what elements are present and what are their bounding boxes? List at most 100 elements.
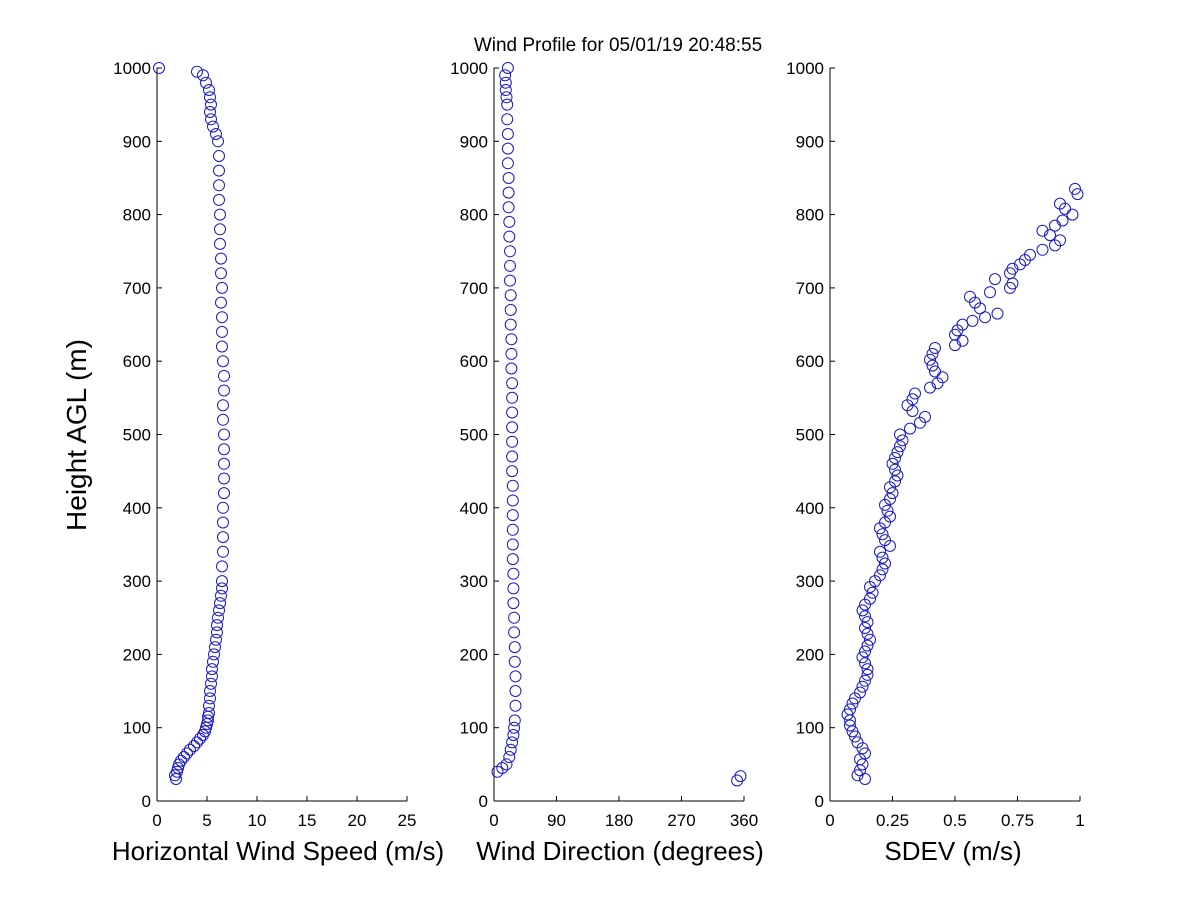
sdev-data-point: [861, 639, 874, 652]
sdev-data-point: [879, 557, 891, 570]
wind-speed-y-tick-label: 100: [123, 719, 151, 738]
sdev-data-point: [926, 359, 939, 372]
wind-direction-y-tick-label: 800: [460, 206, 488, 225]
sdev-data-point: [864, 633, 876, 646]
wind-speed-data-point: [212, 611, 224, 624]
wind-speed-data-point: [209, 641, 221, 654]
wind-speed-data-point: [206, 663, 218, 676]
wind-direction-data-point: [508, 626, 521, 639]
wind-direction-data-point: [507, 582, 520, 595]
wind-direction-x-axis-label: Wind Direction (degrees): [476, 836, 764, 866]
wind-speed-data-point: [211, 619, 223, 632]
wind-speed-data-point: [204, 685, 216, 697]
sdev-data-point: [859, 645, 871, 658]
sdev-data-point: [924, 353, 936, 366]
sdev-data-point: [861, 616, 874, 629]
sdev-data-point: [1036, 224, 1049, 237]
sdev-data-point: [859, 610, 871, 623]
sdev-data-point: [876, 551, 889, 564]
wind-speed-data-point: [218, 369, 230, 382]
wind-direction-data-point: [506, 494, 519, 507]
wind-speed-data-point: [217, 501, 229, 514]
sdev-y-tick-label: 500: [796, 426, 824, 445]
wind-speed-data-point: [215, 267, 227, 280]
wind-speed-data-point: [202, 714, 214, 727]
wind-speed-x-tick-label: 5: [202, 811, 211, 830]
sdev-x-tick-label: 0.5: [943, 811, 967, 830]
sdev-data-point: [866, 586, 879, 599]
sdev-data-point: [929, 365, 941, 378]
panel-sdev: 0 100 200 300 400 500 600 700 800 900 1000 0 0.25 0.5…: [786, 59, 1085, 866]
wind-speed-data-point: [215, 252, 227, 265]
wind-direction-data-point: [504, 318, 517, 331]
wind-speed-data-point: [210, 128, 222, 140]
sdev-y-tick-label: 1000: [786, 59, 824, 78]
wind-speed-data-point: [216, 281, 228, 294]
sdev-data-point: [984, 286, 996, 299]
wind-speed-data-point: [197, 69, 209, 82]
wind-speed-y-tick-label: 700: [123, 279, 151, 298]
wind-direction-data-point: [506, 523, 519, 536]
wind-direction-data-point: [505, 362, 518, 375]
wind-speed-x-tick-label: 20: [348, 811, 367, 830]
sdev-data-point: [991, 307, 1004, 320]
wind-direction-data-point: [509, 685, 522, 697]
wind-direction-data-point: [505, 347, 518, 360]
sdev-data-point: [861, 663, 874, 676]
sdev-data-point: [856, 651, 869, 664]
wind-direction-data-point: [496, 762, 509, 774]
sdev-data-point: [919, 410, 931, 423]
wind-speed-data-point: [217, 413, 229, 426]
wind-speed-y-tick-label: 0: [142, 792, 151, 811]
wind-direction-x-tick-label: 90: [547, 811, 566, 830]
sdev-data-point: [1036, 243, 1049, 256]
wind-direction-y-tick-label: 700: [460, 279, 488, 298]
wind-speed-data-point: [215, 296, 227, 309]
wind-speed-y-tick-label: 300: [123, 572, 151, 591]
wind-direction-data-point: [508, 611, 521, 624]
wind-speed-data-point: [218, 472, 230, 485]
wind-speed-data-point: [217, 355, 229, 368]
sdev-data-point: [864, 592, 876, 605]
sdev-data-point: [889, 463, 901, 476]
wind-speed-data-point: [205, 98, 217, 111]
y-axis-label: Height AGL (m): [61, 339, 92, 531]
wind-direction-y-tick-label: 200: [460, 645, 488, 664]
wind-direction-data-point: [506, 406, 519, 419]
wind-speed-data-point: [203, 84, 215, 96]
panel-wind-speed: 0 100 200 300 400 500 600 700 800 900 1000 0 5 10 15 20…: [112, 59, 444, 866]
wind-direction-data-point: [501, 62, 514, 74]
wind-direction-data-point: [501, 113, 514, 126]
sdev-data-point: [929, 342, 941, 354]
sdev-y-tick-label: 300: [796, 572, 824, 591]
wind-direction-data-point: [506, 435, 519, 448]
sdev-data-point: [879, 534, 891, 547]
wind-speed-x-tick-label: 0: [152, 811, 161, 830]
wind-speed-y-tick-label: 200: [123, 645, 151, 664]
wind-direction-data-point: [506, 736, 519, 749]
sdev-data-point: [1006, 262, 1019, 275]
wind-speed-data-point: [213, 164, 225, 177]
wind-speed-data-point: [218, 443, 230, 456]
wind-direction-data-point: [508, 721, 521, 734]
wind-direction-data-point: [506, 553, 519, 566]
wind-speed-data-point: [204, 692, 216, 705]
wind-direction-data-point: [506, 450, 519, 463]
wind-speed-data-point: [200, 76, 212, 89]
wind-direction-y-tick-label: 600: [460, 352, 488, 371]
wind-speed-data-point: [213, 193, 225, 206]
sdev-data-point: [1069, 182, 1081, 195]
sdev-y-tick-label: 800: [796, 206, 824, 225]
wind-speed-data-point: [216, 311, 228, 324]
wind-speed-x-tick-label: 25: [398, 811, 417, 830]
wind-direction-data-point: [505, 333, 518, 346]
sdev-x-axis-label: SDEV (m/s): [884, 836, 1021, 866]
wind-direction-y-tick-label: 1000: [450, 59, 488, 78]
wind-speed-data-point: [205, 113, 217, 126]
wind-direction-data-point: [499, 69, 512, 82]
figure-title: Wind Profile for 05/01/19 20:48:55: [474, 35, 762, 56]
wind-direction-data-point: [506, 377, 519, 390]
wind-speed-data-point: [205, 677, 217, 690]
wind-speed-data-point: [203, 707, 215, 719]
wind-speed-data-point: [216, 560, 228, 573]
